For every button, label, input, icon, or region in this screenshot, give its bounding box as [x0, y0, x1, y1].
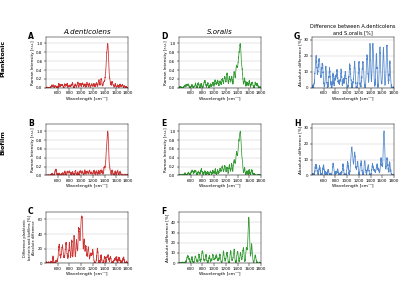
X-axis label: Wavelength [cm⁻¹]: Wavelength [cm⁻¹] — [332, 97, 374, 101]
Title: A.denticolens: A.denticolens — [63, 29, 111, 35]
Text: A: A — [28, 32, 34, 41]
X-axis label: Wavelength [cm⁻¹]: Wavelength [cm⁻¹] — [332, 185, 374, 188]
Y-axis label: Difference planktonic
bacteria and biofilms [%]
Absolute difference: Difference planktonic bacteria and biofi… — [23, 215, 36, 260]
Y-axis label: Raman Intensity [r.u.]: Raman Intensity [r.u.] — [164, 128, 168, 172]
Text: Planktonic: Planktonic — [1, 39, 6, 77]
X-axis label: Wavelength [cm⁻¹]: Wavelength [cm⁻¹] — [66, 97, 108, 101]
Text: H: H — [294, 119, 300, 128]
X-axis label: Wavelength [cm⁻¹]: Wavelength [cm⁻¹] — [66, 185, 108, 188]
Text: C: C — [28, 207, 34, 216]
X-axis label: Wavelength [cm⁻¹]: Wavelength [cm⁻¹] — [66, 272, 108, 276]
Text: B: B — [28, 119, 34, 128]
Text: F: F — [161, 207, 166, 216]
Y-axis label: Absolute difference [%]: Absolute difference [%] — [165, 213, 169, 262]
Title: S.oralis: S.oralis — [207, 29, 233, 35]
Title: Difference between A.denticolens
and S.oralis [%]: Difference between A.denticolens and S.o… — [310, 24, 396, 35]
X-axis label: Wavelength [cm⁻¹]: Wavelength [cm⁻¹] — [199, 97, 241, 101]
Y-axis label: Absolute difference [%]: Absolute difference [%] — [298, 126, 302, 174]
X-axis label: Wavelength [cm⁻¹]: Wavelength [cm⁻¹] — [199, 272, 241, 276]
Y-axis label: Raman Intensity [r.u.]: Raman Intensity [r.u.] — [31, 40, 35, 85]
X-axis label: Wavelength [cm⁻¹]: Wavelength [cm⁻¹] — [199, 185, 241, 188]
Text: E: E — [161, 119, 166, 128]
Y-axis label: Raman Intensity [r.u.]: Raman Intensity [r.u.] — [164, 40, 168, 85]
Text: Biofilm: Biofilm — [1, 130, 6, 155]
Y-axis label: Absolute difference [%]: Absolute difference [%] — [298, 38, 302, 87]
Text: G: G — [294, 32, 300, 41]
Text: D: D — [161, 32, 167, 41]
Y-axis label: Raman Intensity [r.u.]: Raman Intensity [r.u.] — [31, 128, 35, 172]
